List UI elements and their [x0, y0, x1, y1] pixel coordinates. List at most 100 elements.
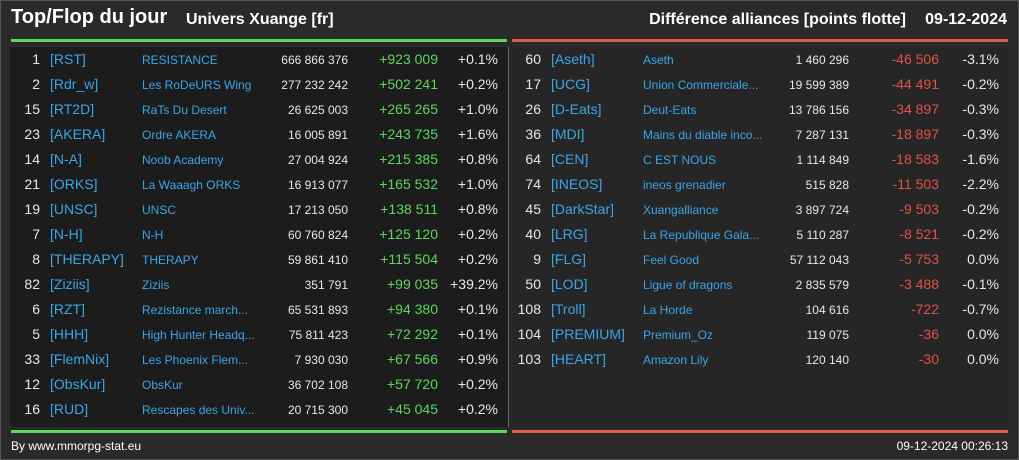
alliance-name-link[interactable]: Rezistance march...: [142, 303, 249, 317]
alliance-name-link[interactable]: Les Phoenix Flem...: [142, 353, 249, 367]
table-row: 26 [D-Eats] Deut-Eats 13 786 156 -34 897 -0.3…: [511, 97, 1009, 122]
alliance-name-link[interactable]: Ligue of dragons: [643, 278, 733, 292]
alliance-tag-link[interactable]: [HEART]: [551, 351, 606, 367]
alliance-tag-link[interactable]: [DarkStar]: [551, 201, 615, 217]
alliance-tag-link[interactable]: [Rdr_w]: [50, 76, 99, 92]
points-cell: 59 861 410: [287, 253, 348, 267]
rank-cell: 6: [32, 301, 40, 317]
alliance-name-link[interactable]: Amazon Lily: [643, 353, 709, 367]
points-cell: 104 616: [805, 303, 849, 317]
page-title: Top/Flop du jour: [11, 6, 168, 28]
alliance-tag-link[interactable]: [UCG]: [551, 76, 590, 92]
percent-cell: 0.0%: [967, 251, 999, 267]
points-cell: 666 866 376: [281, 53, 348, 67]
table-row: 60 [Aseth] Aseth 1 460 296 -46 506 -3.1%: [511, 47, 1009, 72]
alliance-tag-link[interactable]: [FLG]: [551, 251, 587, 267]
alliance-name-link[interactable]: Noob Academy: [142, 153, 224, 167]
alliance-name-link[interactable]: High Hunter Headq...: [142, 328, 255, 342]
alliance-name-link[interactable]: La Republique Gala...: [643, 228, 760, 242]
alliance-name-link[interactable]: Union Commerciale...: [643, 78, 759, 92]
alliance-name-link[interactable]: La Waaagh ORKS: [142, 178, 241, 192]
alliance-tag-link[interactable]: [PREMIUM]: [551, 326, 625, 342]
alliance-name-link[interactable]: Xuangalliance: [643, 203, 719, 217]
points-cell: 277 232 242: [281, 78, 348, 92]
alliance-tag-link[interactable]: [Ziziis]: [50, 276, 90, 292]
alliance-tag-link[interactable]: [N-A]: [50, 151, 82, 167]
table-row: 14 [N-A] Noob Academy 27 004 924 +215 385 +0.…: [10, 147, 508, 172]
alliance-name-link[interactable]: La Horde: [643, 303, 693, 317]
alliance-tag-link[interactable]: [Aseth]: [551, 51, 595, 67]
top-losers-panel: 60 [Aseth] Aseth 1 460 296 -46 506 -3.1% 17 [UC…: [511, 47, 1009, 427]
alliance-tag-link[interactable]: [RT2D]: [50, 101, 95, 117]
alliance-tag-link[interactable]: [UNSC]: [50, 201, 98, 217]
alliance-tag-link[interactable]: [RST]: [50, 51, 86, 67]
delta-cell: -18 897: [891, 126, 939, 142]
rank-cell: 108: [517, 301, 541, 317]
alliance-tag-link[interactable]: [LRG]: [551, 226, 588, 242]
table-row: 33 [FlemNix] Les Phoenix Flem... 7 930 030 +…: [10, 347, 508, 372]
alliance-name-link[interactable]: ObsKur: [142, 378, 183, 392]
points-cell: 36 702 108: [287, 378, 348, 392]
table-row: 17 [UCG] Union Commerciale... 19 599 389 -44…: [511, 72, 1009, 97]
alliance-tag-link[interactable]: [FlemNix]: [50, 351, 110, 367]
alliance-tag-link[interactable]: [LOD]: [551, 276, 588, 292]
rank-cell: 26: [525, 101, 541, 117]
table-row: 15 [RT2D] RaTs Du Desert 26 625 003 +265 265…: [10, 97, 508, 122]
footer-source[interactable]: By www.mmorpg-stat.eu: [11, 439, 142, 453]
rank-cell: 17: [525, 76, 541, 92]
alliance-name-link[interactable]: Les RoDeURS Wing: [142, 78, 252, 92]
delta-cell: +67 566: [387, 351, 438, 367]
alliance-name-link[interactable]: Deut-Eats: [643, 103, 697, 117]
alliance-tag-link[interactable]: [AKERA]: [50, 126, 106, 142]
percent-cell: +0.2%: [457, 76, 498, 92]
delta-cell: -30: [918, 351, 939, 367]
rank-cell: 19: [24, 201, 40, 217]
alliance-tag-link[interactable]: [ObsKur]: [50, 376, 106, 392]
table-row: 12 [ObsKur] ObsKur 36 702 108 +57 720 +0.2%: [10, 372, 508, 397]
percent-cell: -0.2%: [962, 226, 999, 242]
delta-cell: -34 897: [891, 101, 939, 117]
alliance-name-link[interactable]: Rescapes des Univ...: [142, 403, 255, 417]
alliance-tag-link[interactable]: [THERAPY]: [50, 251, 124, 267]
alliance-name-link[interactable]: ineos grenadier: [643, 178, 726, 192]
alliance-name-link[interactable]: UNSC: [142, 203, 177, 217]
percent-cell: +0.1%: [457, 51, 498, 67]
points-cell: 1 460 296: [795, 53, 849, 67]
alliance-tag-link[interactable]: [RZT]: [50, 301, 85, 317]
alliance-name-link[interactable]: THERAPY: [142, 253, 199, 267]
alliance-name-link[interactable]: N-H: [142, 228, 164, 242]
alliance-tag-link[interactable]: [N-H]: [50, 226, 83, 242]
table-row: 82 [Ziziis] Ziziis 351 791 +99 035 +39.2%: [10, 272, 508, 297]
alliance-name-link[interactable]: Aseth: [643, 53, 674, 67]
alliance-name-link[interactable]: Ordre AKERA: [142, 128, 217, 142]
delta-cell: -722: [910, 301, 939, 317]
points-cell: 7 930 030: [294, 353, 348, 367]
alliance-name-link[interactable]: C EST NOUS: [643, 153, 717, 167]
points-cell: 17 213 050: [287, 203, 348, 217]
footer-timestamp: 09-12-2024 00:26:13: [896, 439, 1008, 453]
delta-cell: +243 735: [379, 126, 438, 142]
rank-cell: 15: [24, 101, 40, 117]
alliance-tag-link[interactable]: [INEOS]: [551, 176, 603, 192]
bottom-divider-loss: [512, 430, 1008, 433]
alliance-name-link[interactable]: RaTs Du Desert: [142, 103, 227, 117]
alliance-name-link[interactable]: RESISTANCE: [142, 53, 218, 67]
alliance-tag-link[interactable]: [RUD]: [50, 401, 89, 417]
points-cell: 57 112 043: [789, 253, 849, 267]
points-cell: 120 140: [805, 353, 849, 367]
alliance-name-link[interactable]: Ziziis: [142, 278, 170, 292]
percent-cell: +1.6%: [457, 126, 498, 142]
alliance-name-link[interactable]: Feel Good: [643, 253, 700, 267]
alliance-tag-link[interactable]: [HHH]: [50, 326, 89, 342]
alliance-tag-link[interactable]: [MDI]: [551, 126, 585, 142]
alliance-tag-link[interactable]: [CEN]: [551, 151, 589, 167]
alliance-tag-link[interactable]: [Troll]: [551, 301, 586, 317]
alliance-name-link[interactable]: Premium_Oz: [643, 328, 714, 342]
rank-cell: 50: [525, 276, 541, 292]
delta-cell: +502 241: [379, 76, 438, 92]
alliance-tag-link[interactable]: [ORKS]: [50, 176, 98, 192]
points-cell: 2 835 579: [795, 278, 849, 292]
alliance-name-link[interactable]: Mains du diable inco...: [643, 128, 763, 142]
delta-cell: -18 583: [891, 151, 939, 167]
alliance-tag-link[interactable]: [D-Eats]: [551, 101, 602, 117]
